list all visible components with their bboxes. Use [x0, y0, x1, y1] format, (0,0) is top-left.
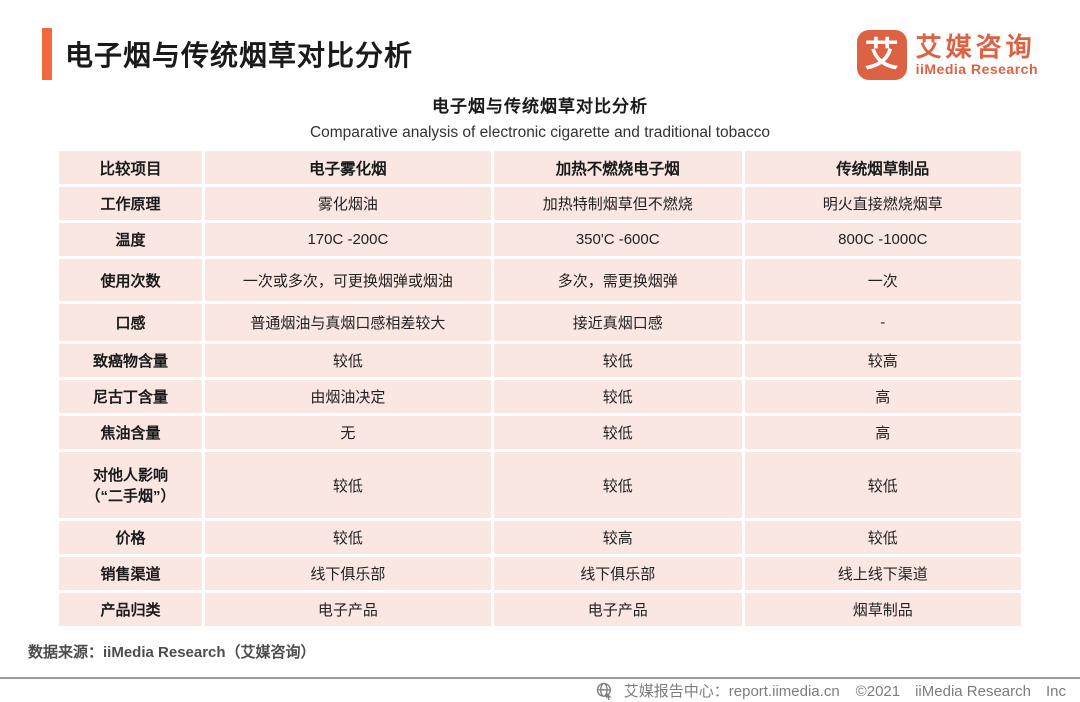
table-row: 致癌物含量 较低 较低 较高 [59, 344, 1021, 377]
table-cell: 较低 [493, 380, 742, 413]
table-cell: 较低 [493, 416, 742, 449]
table-cell: 雾化烟油 [204, 187, 491, 220]
row-label: 对他人影响 （“二手烟”） [59, 452, 202, 518]
table-row: 温度 170C -200C 350'C -600C 800C -1000C [59, 223, 1021, 256]
table-row: 使用次数 一次或多次，可更换烟弹或烟油 多次，需更换烟弹 一次 [59, 259, 1021, 301]
copyright-text: ©2021 iiMedia Research Inc [855, 683, 1066, 700]
table-cell: 350'C -600C [493, 223, 742, 256]
table-row: 产品归类 电子产品 电子产品 烟草制品 [59, 593, 1021, 626]
row-label: 焦油含量 [59, 416, 202, 449]
row-label: 温度 [59, 223, 202, 256]
table-cell: 明火直接燃烧烟草 [744, 187, 1021, 220]
table-row: 销售渠道 线下俱乐部 线下俱乐部 线上线下渠道 [59, 557, 1021, 590]
table-cell: 170C -200C [204, 223, 491, 256]
table-cell: 加热特制烟草但不燃烧 [493, 187, 742, 220]
column-header-item: 比较项目 [59, 151, 202, 184]
slide-header: 电子烟与传统烟草对比分析 艾 艾媒咨询 iiMedia Research [0, 0, 1080, 80]
table-cell: 多次，需更换烟弹 [493, 259, 742, 301]
table-cell: 线下俱乐部 [204, 557, 491, 590]
row-label: 工作原理 [59, 187, 202, 220]
table-cell: 由烟油决定 [204, 380, 491, 413]
row-label: 致癌物含量 [59, 344, 202, 377]
table-row: 焦油含量 无 较低 高 [59, 416, 1021, 449]
table-cell: 高 [744, 380, 1021, 413]
column-header-tobacco: 传统烟草制品 [744, 151, 1021, 184]
iimedia-logo-icon: 艾 [856, 30, 907, 80]
table-row: 工作原理 雾化烟油 加热特制烟草但不燃烧 明火直接燃烧烟草 [59, 187, 1021, 220]
table-row: 价格 较低 较高 较低 [59, 521, 1021, 554]
table-row: 口感 普通烟油与真烟口感相差较大 接近真烟口感 - [59, 304, 1021, 341]
table-cell: 高 [744, 416, 1021, 449]
table-cell: 一次 [744, 259, 1021, 301]
data-source: 数据来源：iiMedia Research（艾媒咨询） [28, 644, 316, 661]
table-cell: 线上线下渠道 [744, 557, 1021, 590]
column-header-hnb: 加热不燃烧电子烟 [493, 151, 742, 184]
table-cell: 普通烟油与真烟口感相差较大 [204, 304, 491, 341]
table-cell: 较低 [744, 521, 1021, 554]
comparison-table: 比较项目 电子雾化烟 加热不燃烧电子烟 传统烟草制品 工作原理 雾化烟油 加热特… [56, 148, 1024, 629]
logo-glyph: 艾 [864, 36, 899, 74]
table-cell: - [744, 304, 1021, 341]
globe-cursor-icon [596, 682, 614, 700]
table-cell: 较低 [744, 452, 1021, 518]
iimedia-logo: 艾 艾媒咨询 iiMedia Research [856, 30, 1038, 80]
table-cell: 电子产品 [204, 593, 491, 626]
table-cell: 较低 [204, 452, 491, 518]
row-label: 尼古丁含量 [59, 380, 202, 413]
table-cell: 线下俱乐部 [493, 557, 742, 590]
report-center-text: 艾媒报告中心：report.iimedia.cn [623, 683, 840, 700]
row-label: 口感 [59, 304, 202, 341]
row-label: 使用次数 [59, 259, 202, 301]
table-cell: 烟草制品 [744, 593, 1021, 626]
table-cell: 较高 [493, 521, 742, 554]
table-cell: 一次或多次，可更换烟弹或烟油 [204, 259, 491, 301]
page-title: 电子烟与传统烟草对比分析 [65, 40, 414, 71]
table-cell: 800C -1000C [744, 223, 1021, 256]
table-cell: 电子产品 [493, 593, 742, 626]
bottom-bar: 艾媒报告中心：report.iimedia.cn ©2021 iiMedia R… [0, 677, 1080, 702]
row-label: 产品归类 [59, 593, 202, 626]
table-header-row: 比较项目 电子雾化烟 加热不燃烧电子烟 传统烟草制品 [59, 151, 1021, 184]
table-cell: 较低 [493, 344, 742, 377]
logo-name-en: iiMedia Research [915, 61, 1038, 78]
row-label: 销售渠道 [59, 557, 202, 590]
column-header-vape: 电子雾化烟 [204, 151, 491, 184]
logo-text: 艾媒咨询 iiMedia Research [916, 33, 1038, 78]
table-cell: 接近真烟口感 [493, 304, 742, 341]
table-row: 尼古丁含量 由烟油决定 较低 高 [59, 380, 1021, 413]
table-cell: 较低 [204, 344, 491, 377]
row-label: 价格 [59, 521, 202, 554]
table-title-en: Comparative analysis of electronic cigar… [309, 124, 771, 141]
table-cell: 较低 [204, 521, 491, 554]
title-block: 电子烟与传统烟草对比分析 [42, 28, 413, 80]
table-title-cn: 电子烟与传统烟草对比分析 [432, 97, 648, 116]
table-cell: 较高 [744, 344, 1021, 377]
logo-name-cn: 艾媒咨询 [915, 31, 1036, 62]
title-accent-bar [42, 28, 52, 80]
table-cell: 无 [204, 416, 491, 449]
table-cell: 较低 [493, 452, 742, 518]
table-row: 对他人影响 （“二手烟”） 较低 较低 较低 [59, 452, 1021, 518]
